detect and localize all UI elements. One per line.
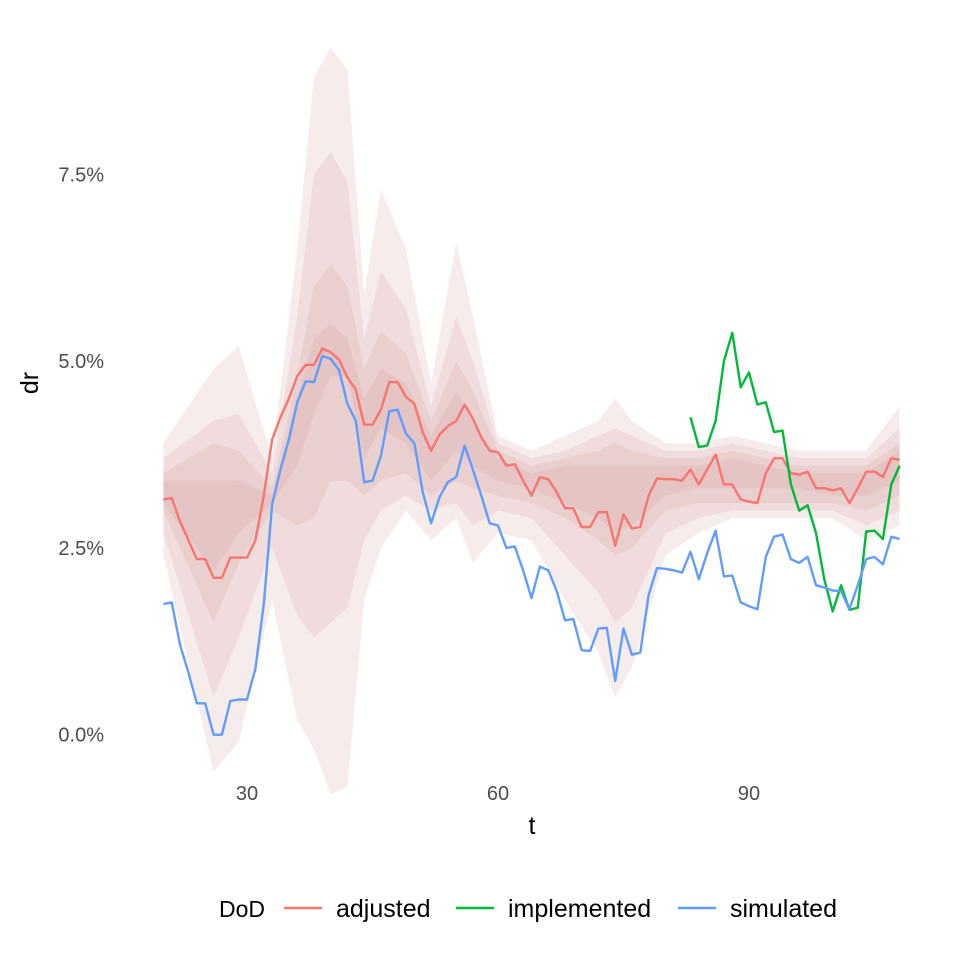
forecast-fan-bands <box>163 47 900 795</box>
y-tick-label: 5.0% <box>58 351 104 373</box>
x-tick-label: 90 <box>738 783 760 805</box>
y-axis-ticks: 0.0% 2.5% 5.0% 7.5% <box>58 164 104 746</box>
series-line-implemented <box>689 331 901 613</box>
legend-label-implemented: implemented <box>508 895 651 923</box>
y-tick-label: 0.0% <box>58 725 104 747</box>
band-inner <box>163 264 900 623</box>
band-mid <box>163 152 900 698</box>
x-tick-label: 60 <box>487 783 509 805</box>
y-tick-label: 7.5% <box>58 164 104 186</box>
legend: DoD adjusted implemented simulated <box>219 895 837 923</box>
legend-label-adjusted: adjusted <box>336 895 431 923</box>
series-line-simulated <box>163 354 900 736</box>
legend-label-simulated: simulated <box>730 895 837 923</box>
series-line-adjusted <box>163 347 900 579</box>
x-tick-label: 30 <box>236 783 258 805</box>
band-outer <box>163 47 900 795</box>
y-axis-title: dr <box>16 372 44 394</box>
x-axis-title: t <box>529 812 536 840</box>
series-lines <box>163 331 901 736</box>
x-axis-ticks: 30 60 90 <box>236 783 760 805</box>
y-tick-label: 2.5% <box>58 538 104 560</box>
legend-title: DoD <box>219 896 265 922</box>
